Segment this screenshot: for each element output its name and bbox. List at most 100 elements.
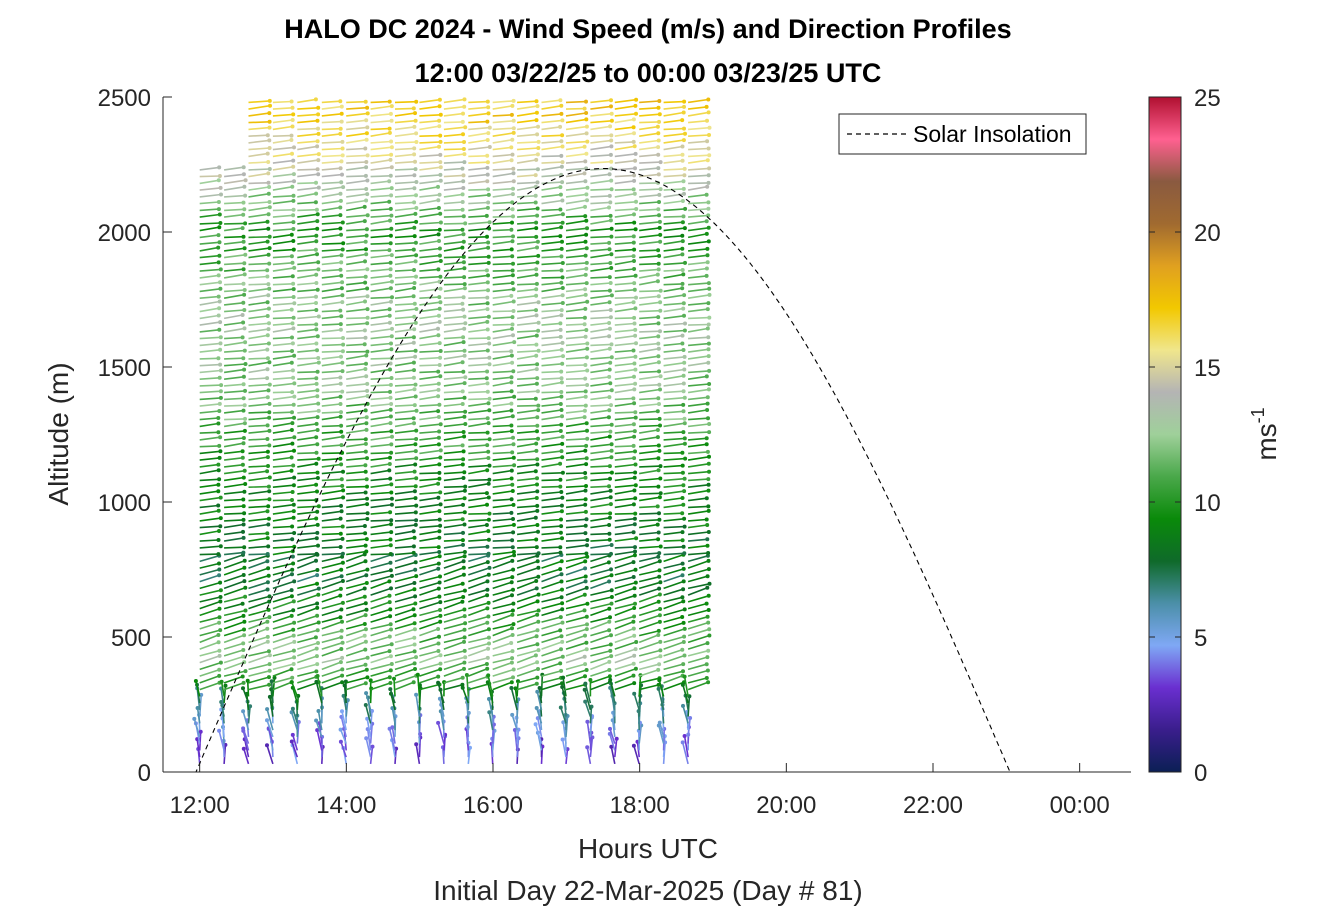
- wind-barb: [468, 349, 488, 353]
- wind-barb: [370, 335, 392, 340]
- wind-barb: [461, 687, 470, 704]
- wind-barb-head: [633, 580, 638, 585]
- wind-barb: [638, 581, 661, 590]
- wind-barb: [688, 120, 708, 124]
- wind-barb-head: [705, 655, 710, 660]
- wind-barb: [272, 411, 293, 414]
- wind-barb: [633, 693, 640, 711]
- wind-barb-head: [688, 716, 693, 720]
- wind-barb: [492, 396, 515, 401]
- wind-barb-head: [363, 239, 368, 244]
- wind-barb-head: [313, 635, 318, 640]
- wind-barb-head: [363, 647, 368, 652]
- wind-barb: [443, 355, 465, 360]
- wind-barb: [346, 568, 368, 576]
- wind-barb: [321, 452, 343, 455]
- wind-barb-head: [242, 288, 247, 292]
- wind-barb-head: [267, 138, 272, 143]
- wind-barb-head: [338, 166, 343, 171]
- wind-barb: [443, 511, 465, 515]
- wind-barb: [291, 741, 299, 758]
- wind-barb-head: [633, 151, 638, 156]
- wind-barb: [590, 643, 611, 650]
- wind-barb-head: [438, 653, 443, 658]
- wind-barb: [468, 478, 490, 482]
- wind-barb-head: [683, 456, 688, 461]
- wind-barb-head: [511, 333, 515, 338]
- wind-barb-head: [461, 239, 466, 244]
- wind-barb-head: [680, 246, 685, 251]
- wind-barb: [688, 552, 709, 556]
- wind-barb-head: [706, 281, 711, 286]
- wind-barb: [297, 569, 318, 576]
- wind-barb-head: [510, 192, 515, 197]
- wind-barb-head: [412, 642, 417, 647]
- wind-barb: [541, 309, 562, 313]
- wind-barb-head: [460, 538, 465, 543]
- wind-barb: [565, 669, 587, 677]
- wind-barb-head: [291, 158, 296, 163]
- wind-barb: [272, 200, 294, 205]
- wind-barb: [199, 422, 219, 428]
- wind-barb-head: [486, 529, 491, 534]
- wind-barb: [443, 544, 464, 549]
- wind-barb: [516, 530, 539, 536]
- wind-barb: [687, 634, 710, 644]
- wind-barb: [541, 126, 561, 131]
- wind-barb-head: [656, 341, 661, 346]
- wind-barb-head: [413, 348, 418, 353]
- wind-barb: [565, 160, 586, 164]
- wind-barb: [663, 410, 684, 414]
- wind-barb-head: [584, 218, 589, 223]
- wind-barb-head: [463, 321, 468, 326]
- wind-barb: [614, 402, 635, 407]
- wind-barb-head: [560, 654, 565, 659]
- wind-barb-head: [364, 118, 369, 123]
- wind-barb: [443, 641, 465, 650]
- wind-barb-head: [438, 355, 443, 360]
- wind-barb-head: [704, 517, 709, 522]
- wind-barb: [688, 302, 709, 306]
- wind-barb-head: [217, 620, 222, 625]
- wind-barb-head: [338, 308, 343, 313]
- wind-barb: [272, 100, 292, 104]
- wind-barb-head: [462, 414, 467, 419]
- wind-barb: [248, 121, 270, 124]
- wind-barb-head: [658, 232, 663, 237]
- wind-barb-head: [242, 421, 247, 426]
- wind-barb-head: [241, 529, 245, 534]
- wind-barb: [614, 113, 637, 117]
- wind-barb-head: [412, 286, 417, 290]
- wind-barb: [565, 623, 588, 630]
- wind-barb: [321, 261, 342, 266]
- wind-barb-head: [607, 240, 612, 245]
- wind-barb-head: [267, 662, 272, 667]
- wind-barb: [248, 269, 268, 272]
- wind-barb: [419, 555, 440, 563]
- wind-barb-head: [218, 280, 222, 285]
- wind-barb: [516, 560, 538, 569]
- wind-barb-head: [608, 642, 613, 647]
- wind-barb: [297, 296, 317, 299]
- wind-barb-head: [536, 565, 541, 570]
- wind-barb-head: [265, 718, 269, 723]
- wind-barb: [614, 376, 635, 380]
- wind-barb: [443, 161, 465, 164]
- wind-barb-head: [438, 455, 443, 460]
- wind-barb-head: [389, 502, 394, 507]
- wind-barb: [248, 206, 270, 212]
- wind-barb-head: [363, 274, 368, 279]
- wind-barb: [394, 336, 414, 340]
- wind-barb: [297, 593, 319, 603]
- wind-barb-head: [242, 207, 247, 212]
- wind-barb-head: [533, 653, 538, 658]
- wind-barb-head: [338, 394, 343, 399]
- wind-barb: [687, 185, 708, 191]
- wind-barb: [199, 187, 221, 191]
- wind-barb-head: [680, 450, 685, 455]
- wind-barb: [687, 560, 709, 569]
- wind-barb: [370, 242, 391, 245]
- wind-barb: [639, 273, 658, 279]
- wind-barb: [297, 342, 317, 347]
- colorbar-tick-label: 25: [1194, 85, 1221, 112]
